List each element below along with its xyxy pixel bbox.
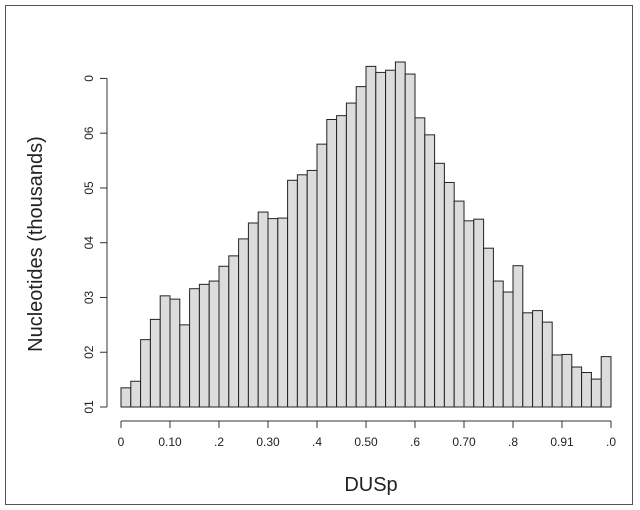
histogram-bar	[571, 366, 583, 408]
x-tick-label: 0.91	[550, 435, 574, 449]
histogram-bar	[385, 69, 396, 408]
histogram-bar	[238, 238, 249, 408]
histogram-bar	[208, 280, 220, 408]
y-tick-label: 04	[82, 236, 96, 250]
histogram-bar	[316, 143, 328, 408]
histogram-bar	[130, 380, 142, 408]
histogram-bar	[189, 288, 200, 408]
histogram-bar	[551, 354, 563, 408]
histogram-bar	[541, 321, 553, 408]
histogram-bar	[424, 134, 436, 408]
histogram-bar	[169, 298, 181, 408]
histogram-bar	[306, 169, 318, 408]
histogram-bar	[532, 310, 543, 408]
histogram-bar	[492, 280, 504, 408]
x-axis: 0 0.10 .2 0.30 .4 0.50 .6 0.70 .8 0.91 .0	[118, 420, 616, 449]
y-tick-label: 0	[82, 75, 96, 82]
histogram-bar	[257, 211, 269, 408]
y-tick-label: 03	[82, 290, 96, 304]
y-axis-title: Nucleotides (thousands)	[25, 136, 47, 352]
histogram-bar	[296, 174, 308, 408]
histogram-bar	[159, 295, 171, 408]
histogram-bar	[355, 86, 367, 408]
histogram-bar	[404, 73, 416, 408]
histogram-bars	[120, 61, 612, 408]
x-tick-label: 0.30	[256, 435, 280, 449]
y-tick-label: 06	[82, 126, 96, 140]
histogram-bar	[267, 218, 279, 408]
histogram-bar	[453, 200, 465, 408]
histogram-bar	[198, 283, 210, 408]
histogram-bar	[463, 220, 475, 408]
y-axis: 01 02 03 04 05 06 0	[82, 75, 108, 414]
x-tick-label: .8	[508, 435, 518, 449]
histogram-bar	[512, 265, 524, 408]
histogram-bar	[502, 291, 514, 408]
x-tick-label: 0.10	[158, 435, 182, 449]
histogram-bar	[581, 372, 592, 408]
x-tick-label: 0	[118, 435, 125, 449]
y-tick-label: 02	[82, 345, 96, 359]
x-tick-label: 0.70	[452, 435, 476, 449]
histogram-bar	[394, 61, 406, 408]
histogram-bar	[218, 265, 230, 408]
histogram-bar	[483, 247, 494, 408]
histogram-bar	[443, 181, 455, 408]
histogram-bar	[561, 353, 573, 408]
x-tick-label: .4	[312, 435, 322, 449]
x-axis-title: DUSp	[344, 474, 397, 496]
x-tick-label: .0	[606, 435, 616, 449]
histogram-bar	[120, 387, 132, 408]
histogram-bar	[600, 356, 612, 408]
x-tick-label: .6	[410, 435, 420, 449]
histogram-bar	[375, 71, 387, 408]
histogram-bar	[228, 255, 240, 408]
histogram-bar	[414, 117, 426, 408]
y-tick-label: 05	[82, 181, 96, 195]
histogram-bar	[473, 218, 485, 408]
x-tick-label: 0.50	[354, 435, 378, 449]
histogram-bar	[365, 65, 377, 408]
histogram-bar	[326, 119, 338, 408]
x-tick-label: .2	[214, 435, 224, 449]
y-tick-label: 01	[82, 400, 96, 414]
histogram-bar	[247, 222, 259, 408]
histogram-bar	[345, 102, 357, 408]
histogram-bar	[590, 378, 602, 408]
histogram-bar	[336, 115, 347, 408]
histogram-bar	[522, 312, 534, 408]
histogram-bar	[277, 217, 289, 408]
histogram-bar	[287, 179, 298, 408]
histogram-bar	[179, 324, 191, 408]
histogram-bar	[434, 162, 445, 408]
histogram-bar	[140, 339, 151, 408]
histogram-bar	[149, 318, 161, 408]
